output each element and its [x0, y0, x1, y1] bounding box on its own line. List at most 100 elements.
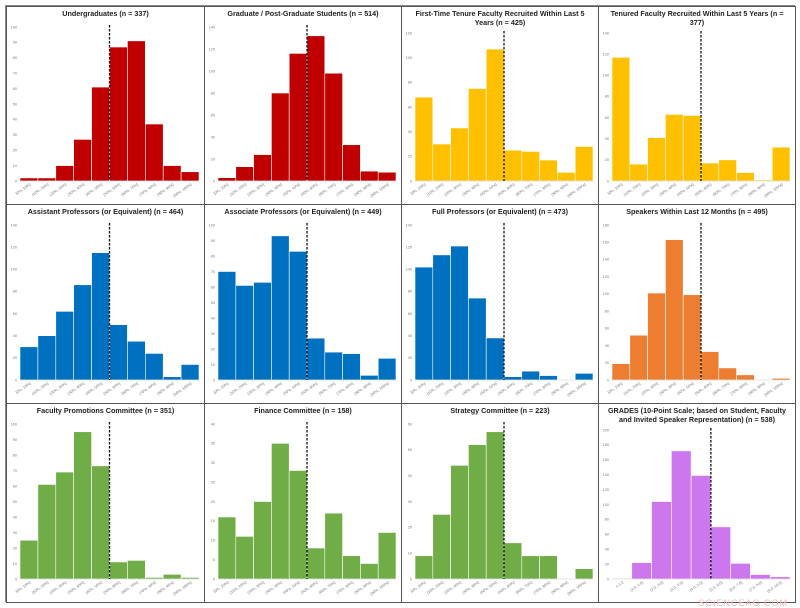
- histogram-panel: Graduate / Post-Graduate Students (n = 5…: [204, 6, 402, 205]
- histogram-bar: [414, 555, 434, 580]
- x-tick-label: (40%, 50%]: [676, 382, 694, 397]
- histogram-bar: [253, 154, 272, 182]
- y-tick-label: 20: [605, 562, 609, 566]
- x-tick-label: (70%, 80%]: [336, 183, 354, 198]
- y-tick-label: 10: [13, 562, 17, 566]
- x-tick-label: (50%, 60%]: [103, 382, 121, 397]
- x-tick-label: (90%, 100%]: [370, 382, 390, 398]
- x-tick-label: (60%, 70%]: [121, 581, 139, 596]
- x-tick-label: (70%, 80%]: [138, 581, 156, 596]
- y-tick-label: 60: [13, 87, 17, 91]
- y-tick-label: 40: [211, 135, 215, 139]
- x-tick-label: (30%, 40%]: [67, 183, 85, 198]
- histogram-bar: [432, 143, 451, 182]
- chart-title: Strategy Committee (n = 223): [450, 406, 550, 415]
- x-tick-label: (50%, 60%]: [103, 183, 121, 198]
- histogram-bar: [324, 72, 343, 182]
- y-tick-label: 25: [211, 480, 215, 484]
- histogram-bar: [180, 364, 200, 381]
- histogram-bar: [19, 177, 39, 182]
- histogram-grid: Undergraduates (n = 337) 0 10 20 30 40 50 60 70 8…: [5, 5, 796, 603]
- x-tick-label: (30%, 40%]: [67, 382, 85, 397]
- chart-title: Speakers Within Last 12 Months (n = 495): [626, 207, 768, 216]
- x-tick-label: (70%, 80%]: [533, 581, 551, 596]
- histogram-bar: [37, 484, 57, 580]
- x-tick-label: (20%, 30%]: [247, 382, 265, 397]
- x-tick-label: (40%, 50%]: [85, 581, 103, 596]
- y-tick-label: 40: [211, 422, 215, 426]
- y-tick-label: 40: [605, 548, 609, 552]
- histogram-bar: [109, 561, 128, 580]
- y-tick-label: 70: [13, 72, 17, 76]
- x-tick-label: (20%, 30%]: [49, 183, 67, 198]
- histogram-bar: [162, 376, 182, 381]
- x-tick-label: (50%, 60%]: [497, 581, 515, 596]
- histogram-plot: 0 20 40 60 80 100 120 140 [0%, 10%] (10%, 20%] (20…: [11, 223, 200, 398]
- y-tick-label: 10: [408, 551, 412, 555]
- y-tick-label: 120: [603, 52, 609, 56]
- histogram-plot: 0 20 40 60 80 100 120 140 160 180 200 ≤ 1.0 (1.0, 2.…: [603, 428, 791, 594]
- histogram-panel: Tenured Faculty Recruited Within Last 5 …: [598, 6, 796, 205]
- histogram-bar: [306, 547, 326, 580]
- y-tick-label: 80: [605, 309, 609, 313]
- y-tick-label: 0: [607, 179, 609, 183]
- histogram-bar: [503, 542, 523, 580]
- chart-title: Associate Professors (or Equivalent) (n …: [224, 207, 382, 216]
- x-tick-label: [0%, 10%]: [607, 183, 623, 196]
- histogram-bar: [91, 86, 110, 182]
- x-tick-label: [0%, 10%]: [15, 382, 31, 395]
- histogram-bar: [611, 57, 631, 182]
- histogram-bar: [180, 171, 200, 182]
- x-tick-label: (50%, 60%]: [694, 183, 712, 198]
- y-tick-label: 140: [406, 223, 412, 227]
- y-tick-label: 180: [603, 223, 609, 227]
- histogram-plot: 0 10 20 30 40 50 60 70 80 90 100 [0%, 10%] (10%, 20%…: [11, 25, 200, 198]
- x-tick-label: (90%, 100%]: [764, 382, 784, 398]
- x-tick-label: (90%, 100%]: [567, 183, 587, 199]
- histogram-panel: First-Time Tenure Faculty Recruited With…: [401, 6, 599, 205]
- x-tick-label: [0%, 10%]: [213, 581, 229, 594]
- histogram-bar: [750, 574, 771, 580]
- y-tick-label: 100: [209, 223, 215, 227]
- y-tick-label: 120: [603, 488, 609, 492]
- histogram-bar: [91, 465, 110, 580]
- y-tick-label: 20: [605, 158, 609, 162]
- histogram-bar: [127, 40, 146, 182]
- histogram-bar: [377, 171, 397, 182]
- histogram-bar: [574, 373, 594, 381]
- histogram-plot: 0 10 20 30 40 50 60 70 80 90 100 [0%, 10%] (10%, 20%…: [209, 223, 397, 398]
- y-tick-label: 50: [13, 500, 17, 504]
- y-tick-label: 120: [11, 245, 17, 249]
- y-tick-label: 120: [406, 245, 412, 249]
- x-tick-label: [0%, 10%]: [213, 382, 229, 395]
- x-tick-label: (30%, 40%]: [264, 183, 282, 198]
- x-tick-label: (20%, 30%]: [247, 183, 265, 198]
- histogram-bar: [647, 137, 666, 182]
- histogram-plot: 0 10 20 30 40 50 60 [0%, 10%] (10%, 20%] (20%, 30…: [408, 422, 594, 596]
- y-tick-label: 20: [211, 500, 215, 504]
- histogram-bar: [503, 376, 523, 381]
- histogram-bar: [468, 444, 487, 580]
- histogram-bar: [324, 351, 343, 381]
- x-tick-label: [0%, 10%]: [15, 581, 31, 594]
- histogram-bar: [288, 53, 308, 182]
- x-tick-label: (10%, 20%]: [31, 183, 49, 198]
- histogram-plot: 0 20 40 60 80 100 120 140 [0%, 10%] (10%, 20%] (20…: [406, 223, 594, 397]
- histogram-bar: [109, 324, 128, 381]
- y-tick-label: 10: [211, 539, 215, 543]
- histogram-bar: [485, 337, 505, 381]
- histogram-bar: [109, 46, 128, 182]
- histogram-bar: [306, 35, 326, 182]
- histogram-plot: 0 20 40 60 80 100 120 [0%, 10%] (10%, 20%] (20%, …: [406, 31, 594, 199]
- histogram-bar: [253, 282, 272, 381]
- histogram-bar: [360, 563, 379, 580]
- x-tick-label: (10%, 20%]: [426, 581, 444, 596]
- histogram-bar: [631, 562, 652, 580]
- x-tick-label: (90%, 100%]: [173, 382, 193, 398]
- x-tick-label: (40%, 50%]: [85, 382, 103, 397]
- x-tick-label: [0%, 10%]: [410, 183, 426, 196]
- histogram-bar: [271, 443, 290, 580]
- histogram-bar: [217, 271, 237, 381]
- x-tick-label: [0%, 10%]: [410, 382, 426, 395]
- x-tick-label: (50%, 60%]: [300, 183, 318, 198]
